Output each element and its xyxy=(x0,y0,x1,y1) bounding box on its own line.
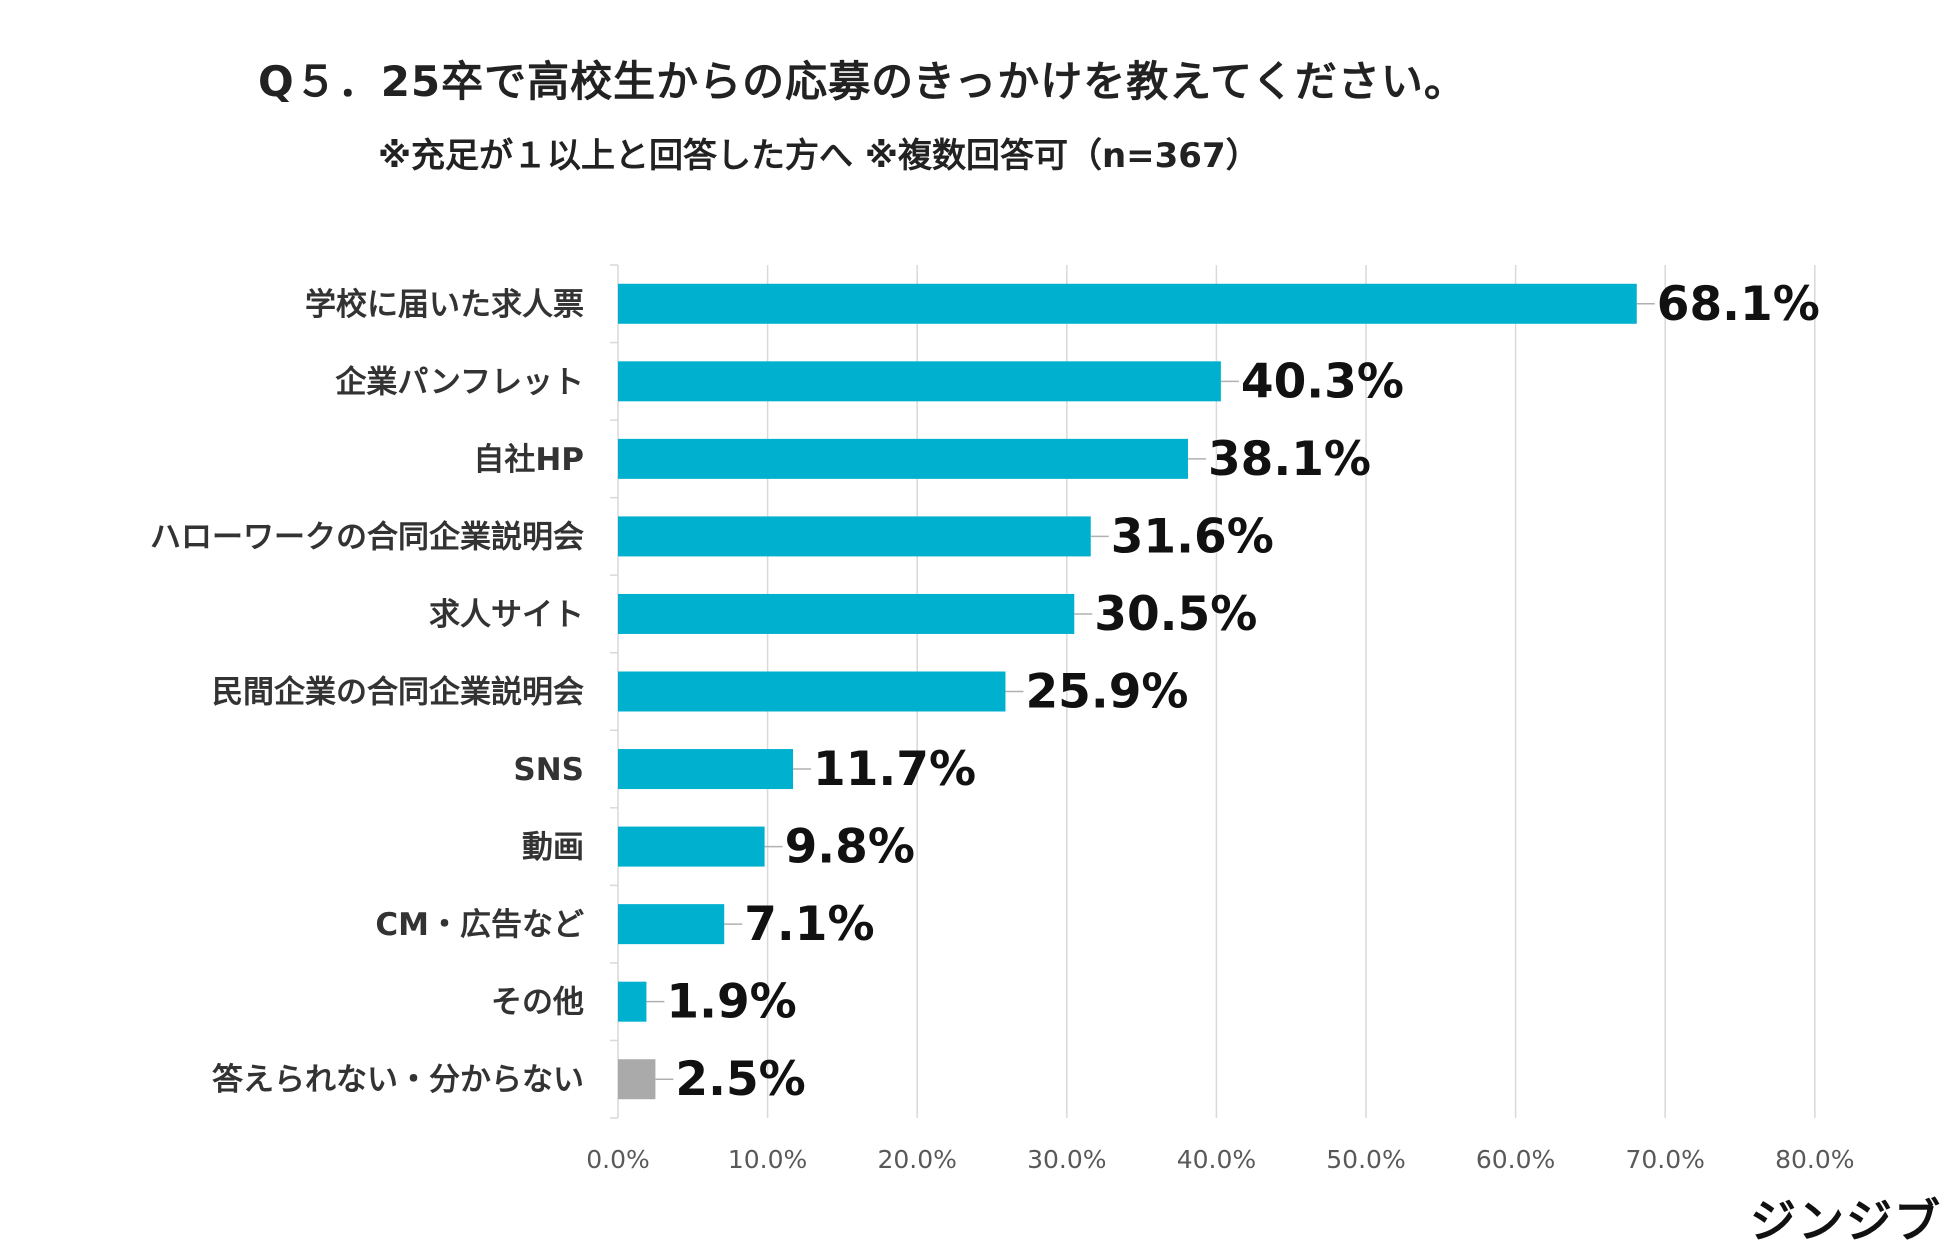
bar xyxy=(618,593,1075,634)
value-label: 31.6% xyxy=(1111,509,1274,564)
value-label: 25.9% xyxy=(1025,665,1188,720)
x-tick-label: 50.0% xyxy=(1326,1145,1405,1174)
bar xyxy=(618,981,647,1022)
bar xyxy=(618,1059,656,1100)
bar xyxy=(618,438,1188,479)
jinjib-logo: ジンジブ xyxy=(1750,1194,1942,1248)
category-label: 民間企業の合同企業説明会 xyxy=(212,675,584,711)
category-label: 動画 xyxy=(522,830,584,866)
x-tick-label: 30.0% xyxy=(1027,1145,1106,1174)
value-label: 30.5% xyxy=(1094,587,1257,642)
category-label: 自社HP xyxy=(473,442,584,478)
value-label: 2.5% xyxy=(675,1052,805,1107)
bar xyxy=(618,749,794,790)
value-label: 7.1% xyxy=(744,897,874,952)
grid-lines xyxy=(766,265,1816,1118)
x-tick-labels: 0.0% 10.0% 20.0% 30.0% 40.0% 50.0% 60.0% 70.0% 8… xyxy=(586,1145,1854,1174)
bar xyxy=(618,826,765,867)
value-label: 11.7% xyxy=(813,742,976,797)
bar xyxy=(618,904,725,945)
bars xyxy=(618,283,1637,1100)
value-label: 68.1% xyxy=(1657,277,1820,332)
category-axis xyxy=(610,264,619,1119)
category-label: SNS xyxy=(513,752,584,788)
chart-title: Q５．25卒で高校生からの応募のきっかけを教えてください。 xyxy=(258,57,1467,106)
x-tick-label: 20.0% xyxy=(877,1145,956,1174)
category-label: 企業パンフレット xyxy=(335,364,584,400)
value-label: 9.8% xyxy=(785,820,915,875)
value-label: 1.9% xyxy=(666,975,796,1030)
x-tick-label: 0.0% xyxy=(586,1145,650,1174)
category-label: 学校に届いた求人票 xyxy=(305,287,584,323)
x-tick-label: 70.0% xyxy=(1625,1145,1704,1174)
bar xyxy=(618,361,1221,402)
x-tick-label: 40.0% xyxy=(1177,1145,1256,1174)
x-tick-label: 10.0% xyxy=(728,1145,807,1174)
category-label: 答えられない・分からない xyxy=(212,1062,584,1098)
bar xyxy=(618,283,1637,324)
category-label: 求人サイト xyxy=(429,597,584,633)
category-label: その他 xyxy=(491,985,584,1021)
x-tick-label: 80.0% xyxy=(1775,1145,1854,1174)
chart-subtitle: ※充足が１以上と回答した方へ ※複数回答可（n=367） xyxy=(378,136,1260,176)
bar xyxy=(618,671,1006,712)
value-label: 40.3% xyxy=(1241,354,1404,409)
category-label: CM・広告など xyxy=(375,907,584,943)
value-label: 38.1% xyxy=(1208,432,1371,487)
x-tick-label: 60.0% xyxy=(1476,1145,1555,1174)
bar xyxy=(618,516,1091,557)
value-labels: 68.1% 40.3% 38.1% 31.6% 30.5% 25.9% 11.7% 9.8% 7… xyxy=(646,277,1820,1107)
category-label: ハローワークの合同企業説明会 xyxy=(150,519,584,555)
